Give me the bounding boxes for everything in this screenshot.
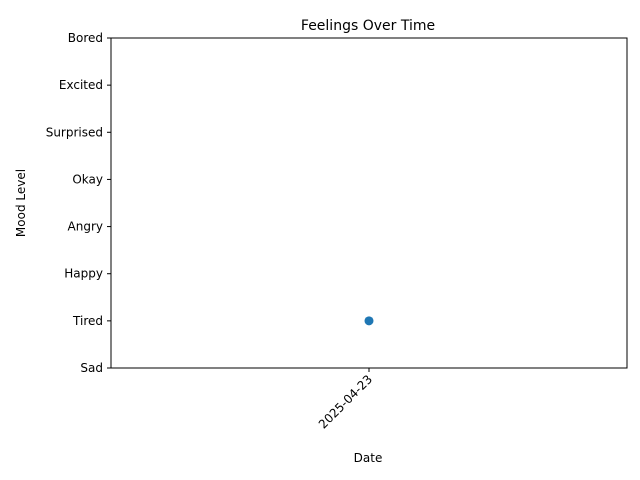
x-axis-label: Date: [354, 451, 383, 465]
y-tick-label: Bored: [68, 31, 103, 45]
y-tick-label: Sad: [80, 361, 103, 375]
y-tick-label: Tired: [72, 314, 103, 328]
y-tick-label: Happy: [64, 267, 103, 281]
x-axis: 2025-04-23: [316, 368, 375, 431]
y-axis: Sad Tired Happy Angry Okay Surprised Excited Bo…: [46, 31, 111, 375]
data-points: [364, 316, 374, 326]
chart-title: Feelings Over Time: [301, 18, 435, 34]
y-tick-label: Surprised: [46, 125, 103, 139]
y-tick-label: Excited: [59, 78, 103, 92]
y-axis-label: Mood Level: [14, 169, 28, 237]
y-tick-label: Angry: [68, 220, 103, 234]
x-tick-label: 2025-04-23: [316, 372, 375, 431]
data-point: [364, 316, 374, 326]
y-tick-label: Okay: [72, 172, 103, 186]
